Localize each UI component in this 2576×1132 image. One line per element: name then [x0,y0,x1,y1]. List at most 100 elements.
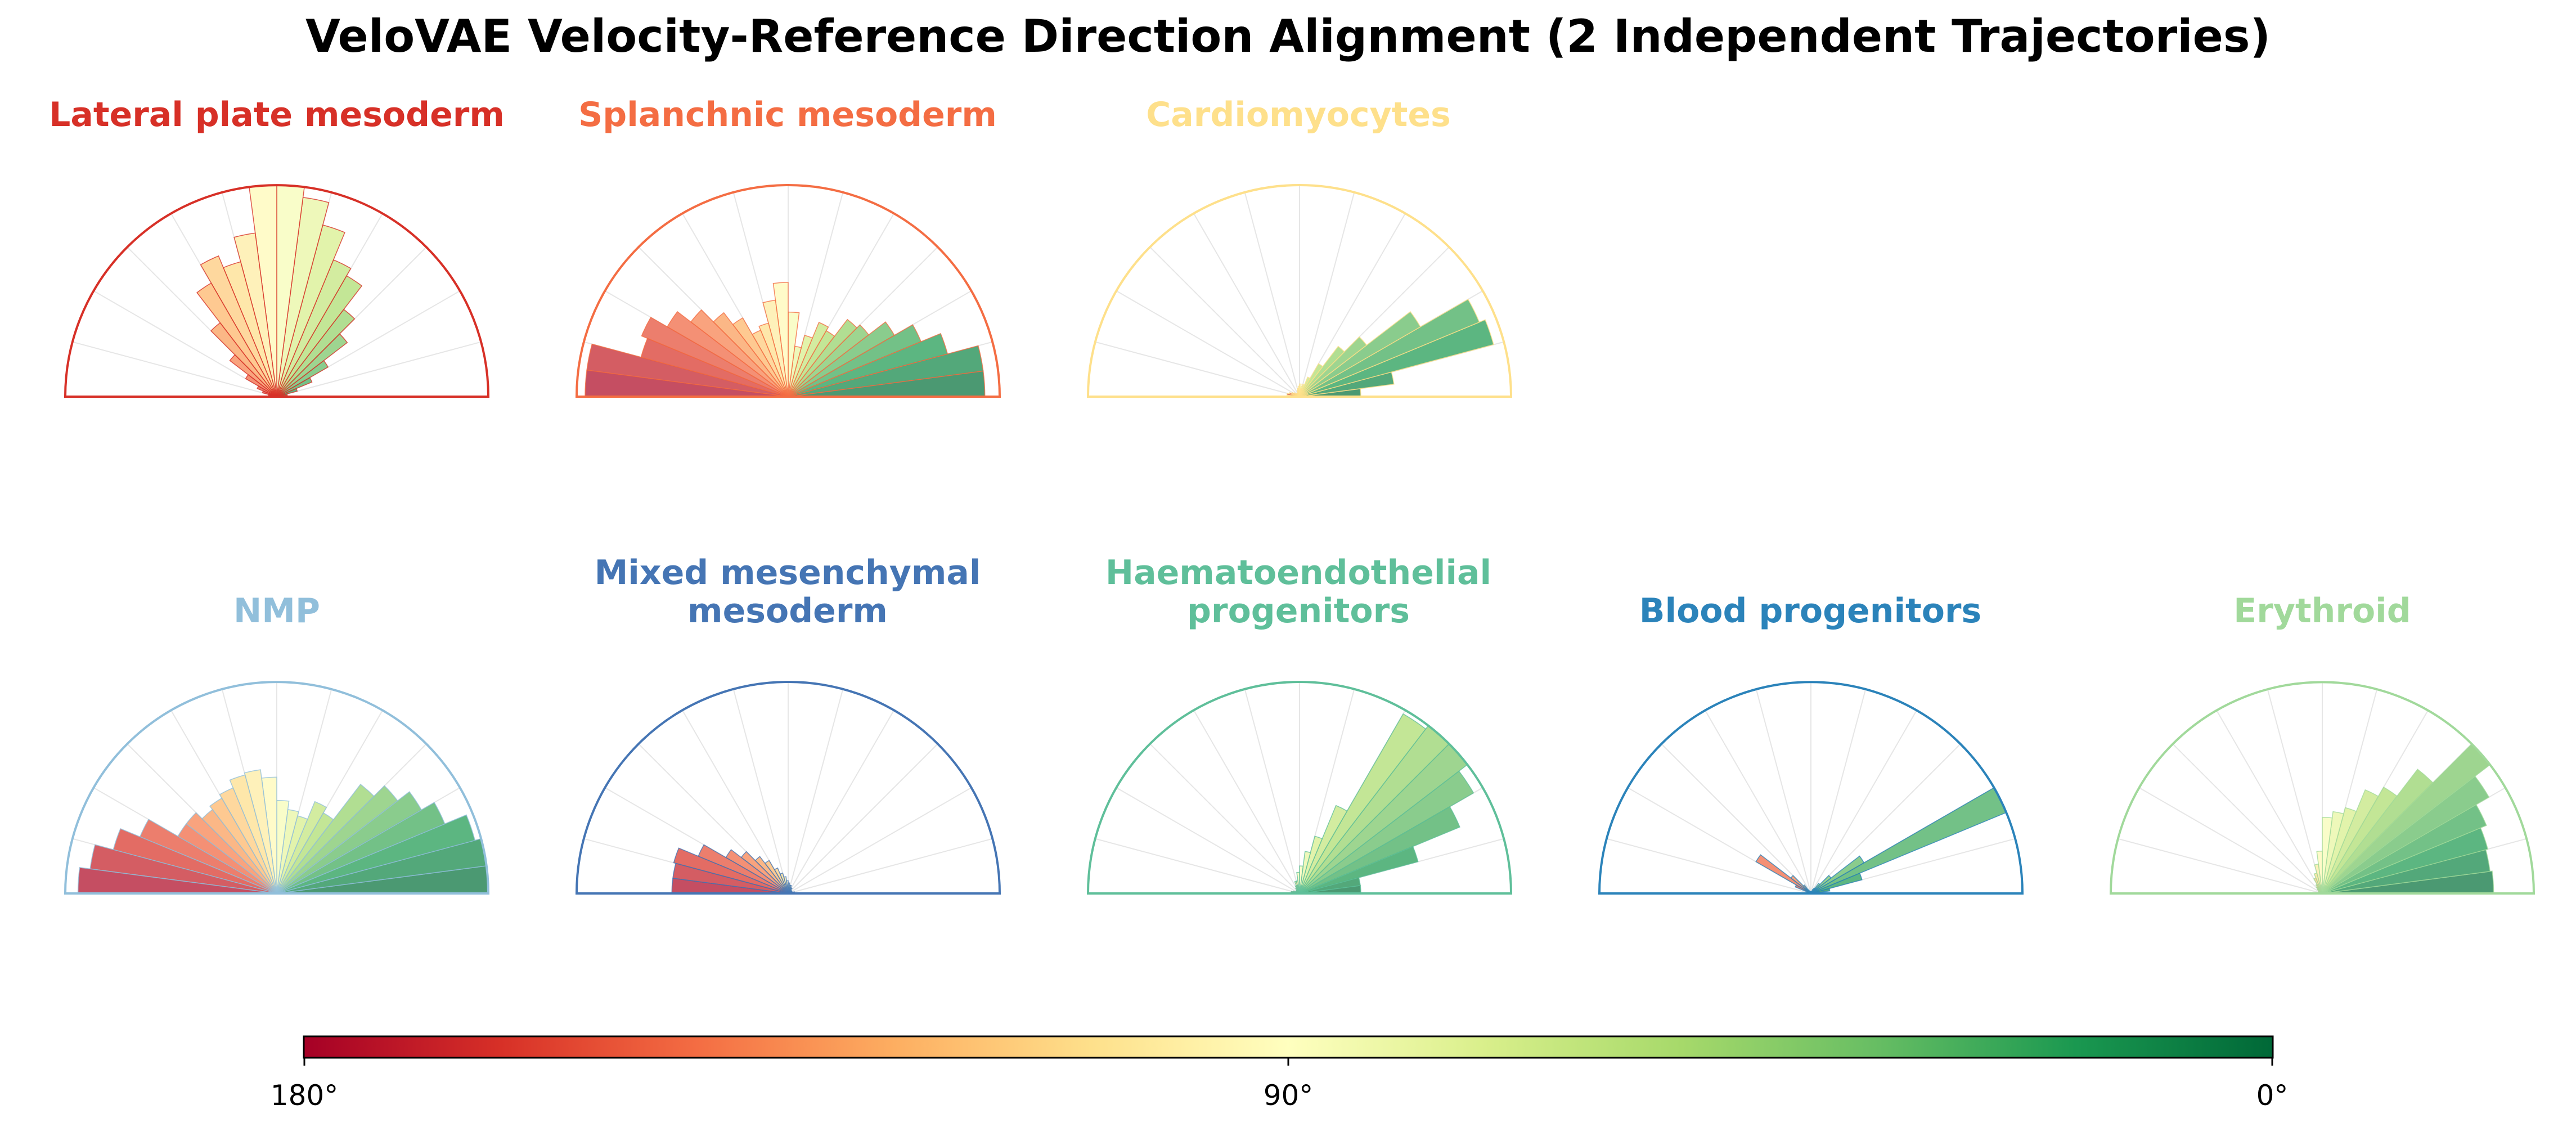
bar-blood-progenitors-3 [1810,787,2007,894]
panel-title-blood-progenitors: Blood progenitors [1639,591,1982,631]
panel-outline-cardiomyocytes [1086,184,1513,398]
angle-gridline [276,341,482,397]
colorbar [303,1035,2274,1059]
bar-nmp-6 [276,784,375,894]
angle-gridline [1149,743,1300,894]
bar-erythroid-8 [2322,789,2379,894]
bar-nmp-14 [229,774,277,894]
angle-gridline [1755,689,1811,894]
polar-panel-mixed-mesenchymal-mesoderm [575,681,1001,895]
angle-gridline [1810,709,1917,894]
panel-outline-splanchnic-mesoderm [575,184,1001,398]
polar-panel-nmp [64,681,490,895]
bar-blood-progenitors-20 [1795,884,1811,894]
angle-gridline [2267,689,2323,894]
bar-nmp-8 [276,801,327,894]
bar-splanchnic-mesoderm-20 [641,316,789,397]
bar-mixed-mesenchymal-mesoderm-21 [673,847,789,894]
bar-erythroid-11 [2322,816,2333,894]
angle-gridline [1244,689,1300,894]
bar-haematoendothelial-progenitors-8 [1299,805,1348,894]
panel-title-haematoendothelial-progenitors: Haematoendothelial progenitors [1105,553,1492,631]
angle-gridline [1149,246,1300,397]
angle-gridline [1095,838,1300,894]
angle-gridline [1193,709,1300,894]
bar-cardiomyocytes-6 [1299,345,1345,397]
bar-cardiomyocytes-7 [1299,363,1324,397]
bar-splanchnic-mesoderm-8 [788,322,829,397]
bar-haematoendothelial-progenitors-9 [1299,835,1323,894]
angle-gridline [1606,838,1811,894]
angle-gridline [788,709,894,894]
polar-panel-lateral-plate-mesoderm [64,184,490,398]
bar-lateral-plate-mesoderm-18 [229,354,277,397]
bar-lateral-plate-mesoderm-19 [245,374,277,397]
panel-outline-nmp [64,681,490,895]
angle-gridline [1193,213,1300,397]
polar-panel-erythroid [2109,681,2535,895]
bar-cardiomyocytes-8 [1299,376,1311,397]
angle-gridline [1705,709,1811,894]
panel-outline-haematoendothelial-progenitors [1086,681,1513,895]
panel-title-nmp: NMP [233,591,320,631]
bar-splanchnic-mesoderm-4 [788,321,895,397]
panel-outline-lateral-plate-mesoderm [64,184,490,398]
polar-panel-cardiomyocytes [1086,184,1513,398]
angle-gridline [2138,787,2323,894]
bar-splanchnic-mesoderm-3 [788,324,922,397]
polar-panel-haematoendothelial-progenitors [1086,681,1513,895]
polar-panel-splanchnic-mesoderm [575,184,1001,398]
panel-outline-mixed-mesenchymal-mesoderm [575,681,1001,895]
angle-gridline [1116,290,1300,397]
angle-gridline [2118,838,2323,894]
colorbar-label-90: 90° [1263,1079,1314,1112]
bar-lateral-plate-mesoderm-15 [200,255,277,397]
colorbar-label-0: 0° [2256,1079,2289,1112]
bar-nmp-16 [209,797,277,894]
bar-haematoendothelial-progenitors-7 [1299,713,1427,894]
angle-gridline [1299,192,1355,397]
panel-title-mixed-mesenchymal-mesoderm: Mixed mesenchymal mesoderm [594,553,981,631]
angle-gridline [1810,743,1961,894]
angle-gridline [72,341,277,397]
bar-lateral-plate-mesoderm-20 [257,385,277,397]
bar-lateral-plate-mesoderm-17 [210,322,277,397]
angle-gridline [788,787,972,894]
bar-blood-progenitors-4 [1810,855,1865,894]
angle-gridline [1116,787,1300,894]
angle-gridline [1810,689,1867,894]
angle-gridline [2172,743,2323,894]
bar-erythroid-7 [2322,787,2398,894]
angle-gridline [1244,192,1300,397]
bar-nmp-2 [276,814,476,894]
panel-outline-erythroid [2109,681,2535,895]
bar-splanchnic-mesoderm-5 [788,324,870,397]
angle-gridline [1661,743,1811,894]
bar-splanchnic-mesoderm-9 [788,335,813,397]
bar-lateral-plate-mesoderm-16 [196,282,277,397]
bar-splanchnic-mesoderm-6 [788,318,858,397]
bar-lateral-plate-mesoderm-21 [262,390,277,397]
angle-gridline [788,689,844,894]
polar-panel-blood-progenitors [1598,681,2024,895]
bar-splanchnic-mesoderm-2 [788,333,948,397]
bar-erythroid-10 [2322,811,2344,894]
bar-erythroid-6 [2322,769,2434,894]
angle-gridline [2216,709,2323,894]
angle-gridline [788,743,938,894]
bar-nmp-15 [219,787,277,894]
bar-nmp-3 [276,802,446,894]
panel-title-erythroid: Erythroid [2233,591,2411,631]
bar-erythroid-9 [2322,807,2357,894]
bar-haematoendothelial-progenitors-11 [1299,865,1304,894]
panel-title-lateral-plate-mesoderm: Lateral plate mesoderm [49,95,505,134]
angle-gridline [732,689,789,894]
colorbar-label-180: 180° [270,1079,339,1112]
chart-title: VeloVAE Velocity-Reference Direction Ali… [305,10,2271,62]
angle-gridline [788,838,993,894]
panel-outline-blood-progenitors [1598,681,2024,895]
angle-gridline [1095,341,1300,397]
bar-cardiomyocytes-5 [1299,336,1368,397]
bar-nmp-4 [276,791,422,894]
bar-haematoendothelial-progenitors-10 [1299,851,1311,894]
